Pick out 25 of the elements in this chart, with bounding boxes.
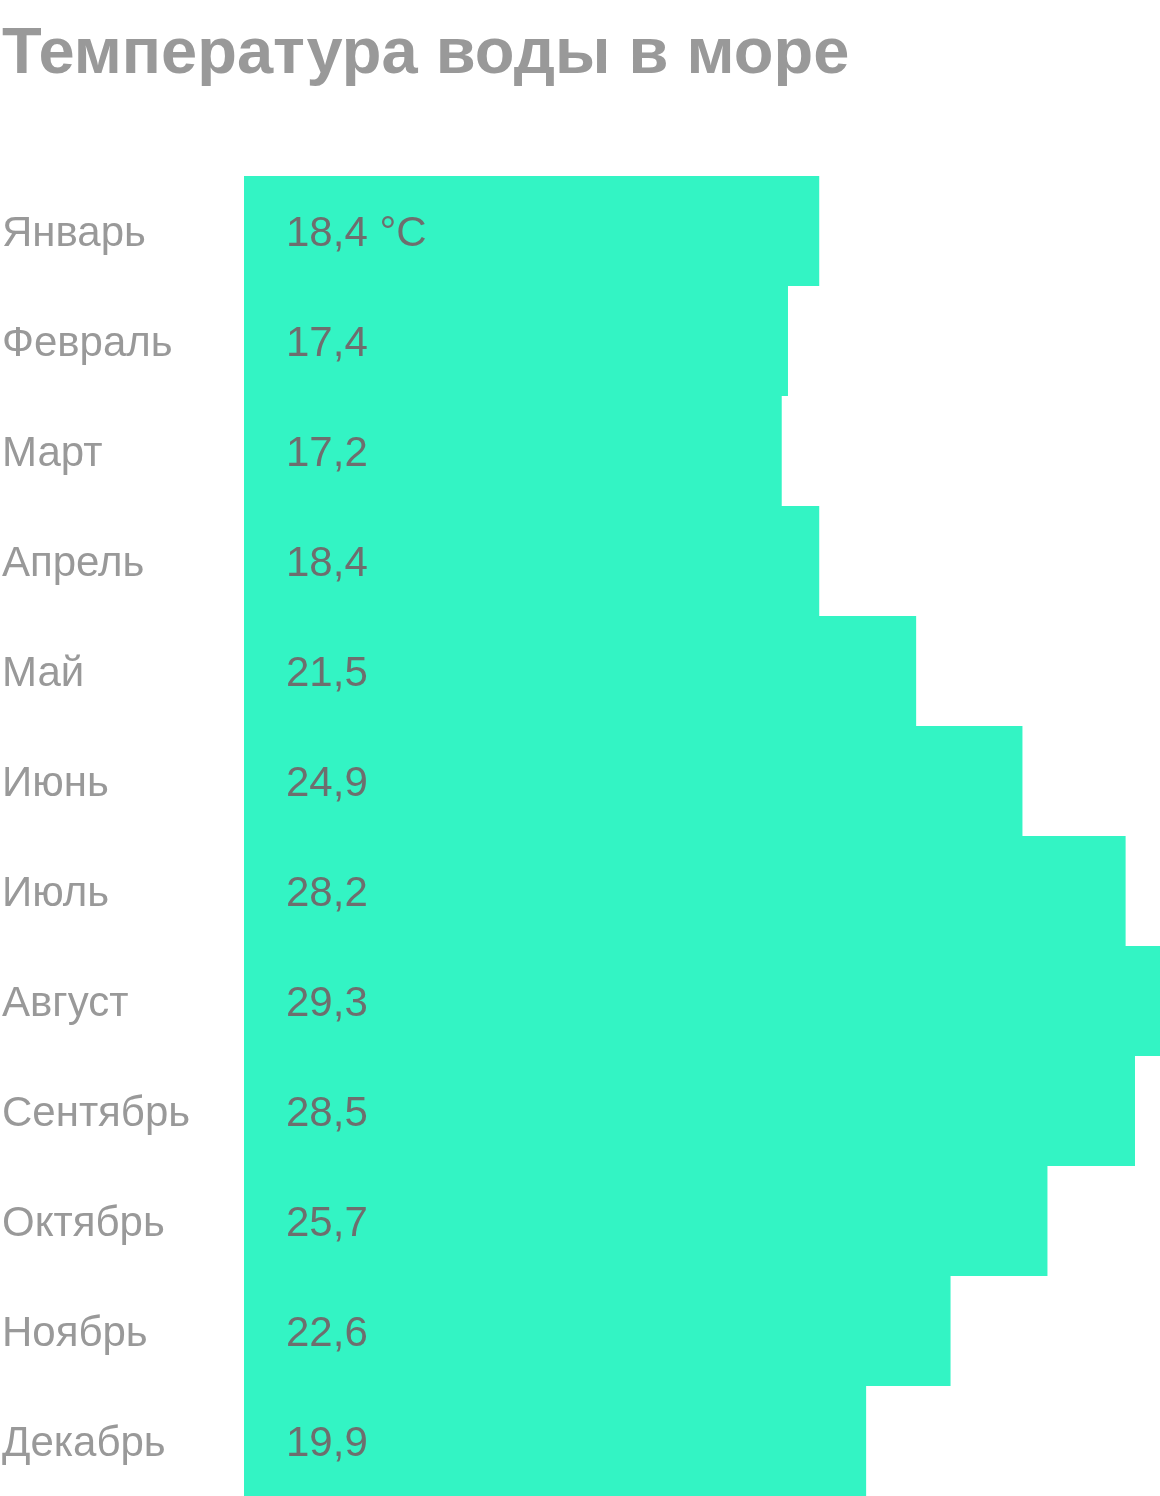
data-label: 17,4 xyxy=(286,317,368,365)
y-tick-label: Ноябрь xyxy=(2,1307,148,1355)
data-label: 25,7 xyxy=(286,1197,368,1245)
data-label: 17,2 xyxy=(286,427,368,475)
y-tick-label: Май xyxy=(2,647,85,695)
y-tick-label: Июль xyxy=(2,867,110,915)
data-label: 28,5 xyxy=(286,1087,368,1135)
y-tick-label: Июнь xyxy=(2,757,109,805)
y-tick-label: Февраль xyxy=(2,317,173,365)
y-tick-label: Апрель xyxy=(2,537,145,585)
chart-title: Температура воды в море xyxy=(2,14,850,87)
y-tick-label: Январь xyxy=(2,207,146,255)
data-label: 18,4 °C xyxy=(286,207,427,255)
data-label: 22,6 xyxy=(286,1307,368,1355)
data-label: 29,3 xyxy=(286,977,368,1025)
y-tick-label: Август xyxy=(2,977,129,1025)
data-label: 24,9 xyxy=(286,757,368,805)
data-label: 18,4 xyxy=(286,537,368,585)
data-label: 28,2 xyxy=(286,867,368,915)
data-label: 19,9 xyxy=(286,1417,368,1465)
y-tick-label: Сентябрь xyxy=(2,1087,191,1135)
y-tick-label: Март xyxy=(2,427,103,475)
y-tick-label: Декабрь xyxy=(2,1417,166,1465)
data-label: 21,5 xyxy=(286,647,368,695)
y-tick-label: Октябрь xyxy=(2,1197,165,1245)
